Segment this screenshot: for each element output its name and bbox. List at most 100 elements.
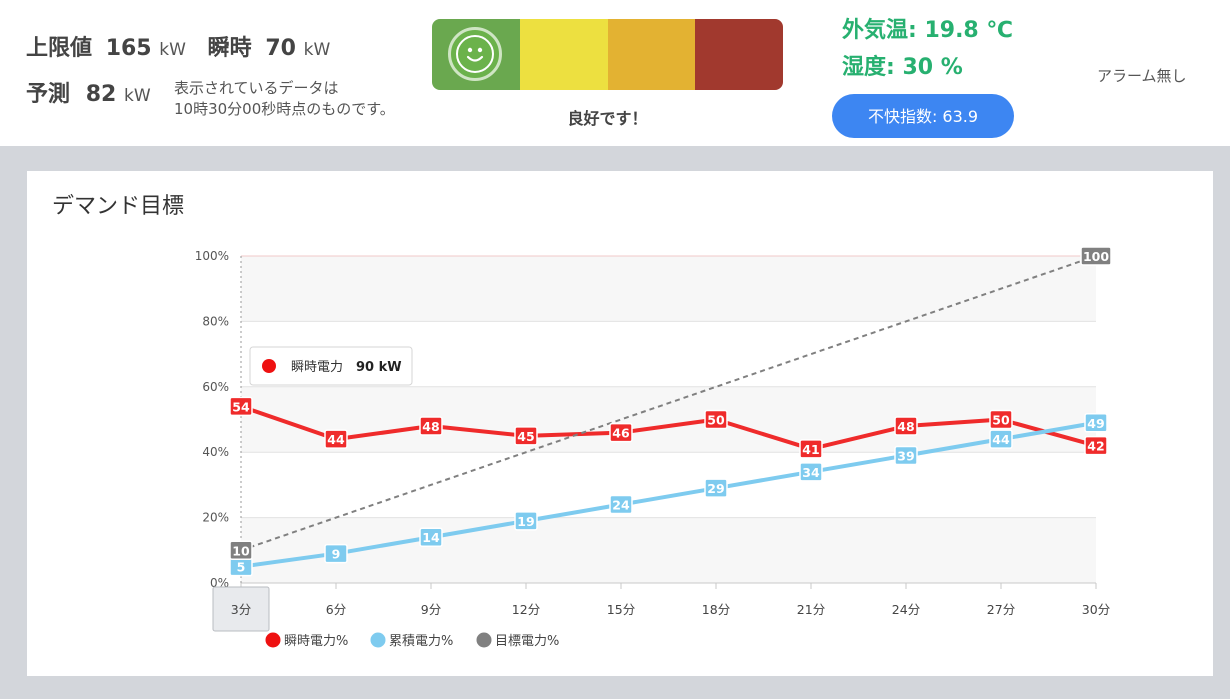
x-tick-label: 30分 (1082, 602, 1110, 617)
series-line-1 (240, 420, 1097, 569)
meter-segment-good (432, 19, 520, 90)
tooltip-label: 瞬時電力 (291, 360, 343, 375)
hover-tooltip: 瞬時電力 90 kW (249, 346, 413, 386)
data-label: 44 (989, 429, 1013, 449)
data-label: 45 (514, 426, 538, 446)
forecast-value: 82 (85, 82, 117, 107)
data-label: 48 (894, 416, 918, 436)
data-label-box (229, 396, 253, 417)
data-label: 29 (704, 478, 728, 498)
data-label-text: 54 (232, 399, 250, 414)
smiley-face-icon (448, 27, 502, 81)
data-label: 39 (894, 445, 918, 466)
data-label: 44 (324, 429, 348, 449)
data-label-text: 44 (992, 432, 1010, 447)
x-tick-label: 15分 (607, 602, 635, 617)
legend-label: 累積電力% (389, 634, 453, 649)
forecast-unit: kW (123, 86, 151, 106)
data-label: 5 (229, 556, 253, 577)
meter-segment-warning (607, 19, 696, 90)
comfort-meter (432, 19, 783, 90)
data-label-text: 19 (517, 514, 534, 529)
data-label: 50 (704, 409, 728, 430)
data-label-box (609, 494, 633, 515)
note-line-1: 表示されているデータは (174, 79, 339, 97)
data-label-box (704, 409, 728, 430)
x-tick-label: 24分 (892, 602, 920, 617)
data-label: 100 (1080, 246, 1112, 266)
forecast-readout: 予測 82 kW (26, 76, 151, 108)
data-label: 42 (1084, 435, 1108, 456)
data-label-box (989, 409, 1013, 430)
instant-unit: kW (303, 40, 331, 60)
data-label: 41 (799, 439, 823, 459)
data-label-text: 49 (1087, 416, 1104, 431)
data-label: 9 (324, 543, 348, 564)
legend-label: 目標電力% (495, 634, 559, 649)
data-label-text: 42 (1087, 439, 1104, 454)
meter-status-text: 良好です！ (567, 109, 648, 128)
data-label-box (324, 429, 348, 449)
legend-marker (265, 632, 281, 648)
data-label-text: 100 (1083, 249, 1109, 264)
humidity: 湿度: 30 % (842, 55, 963, 80)
data-label-text: 50 (992, 413, 1010, 428)
data-label-text: 24 (612, 498, 630, 513)
data-label-text: 34 (802, 465, 820, 480)
data-label: 10 (229, 540, 253, 561)
legend-item[interactable]: 累積電力% (370, 632, 454, 650)
header-bar: 上限値 165 kW 瞬時 70 kW 予測 82 kW 表示されているデータは… (0, 0, 1230, 146)
outdoor-temperature: 外気温: 19.8 ℃ (842, 18, 1014, 43)
y-tick-label: 20% (202, 511, 229, 525)
data-label-box (894, 416, 918, 436)
limit-readout: 上限値 165 kW 瞬時 70 kW (26, 30, 330, 62)
data-label-box (894, 445, 918, 466)
data-label-box (799, 462, 823, 482)
data-label-text: 39 (897, 448, 914, 463)
legend-marker (370, 632, 386, 648)
x-tick-label: 3分 (231, 602, 251, 617)
plot-band (241, 517, 1096, 583)
data-label-box (989, 429, 1013, 449)
instant-label: 瞬時 (207, 36, 252, 61)
instant-value: 70 (265, 36, 296, 61)
discomfort-index-button[interactable]: 不快指数: 63.9 (832, 94, 1014, 138)
x-tick-label: 21分 (797, 602, 825, 617)
alarm-status: アラーム無し (1097, 67, 1187, 85)
data-label-text: 41 (802, 442, 819, 457)
panel-title: デマンド目標 (52, 194, 185, 219)
data-label-box (229, 540, 253, 561)
tooltip-box (249, 346, 413, 386)
series-line-2 (240, 255, 1097, 552)
data-label-text: 10 (232, 543, 250, 558)
x-tick-label: 12分 (512, 602, 540, 617)
legend-item[interactable]: 目標電力% (476, 632, 560, 650)
meter-segment-bad (695, 19, 783, 90)
data-label-box (419, 527, 443, 547)
tooltip-value: 90 kW (356, 360, 402, 375)
data-label-box (1080, 246, 1112, 266)
data-label: 34 (799, 462, 823, 482)
data-label-box (1084, 435, 1108, 456)
data-label-text: 14 (422, 530, 440, 545)
data-label-box (419, 416, 443, 436)
data-label-text: 46 (612, 426, 630, 441)
data-label: 49 (1084, 413, 1108, 433)
limit-unit: kW (159, 40, 186, 60)
x-tick-label: 9分 (421, 602, 441, 617)
limit-value: 165 (105, 36, 152, 61)
data-label-text: 45 (517, 429, 534, 444)
x-tick-label: 6分 (326, 602, 346, 617)
forecast-label: 予測 (26, 82, 71, 107)
data-label-box (609, 422, 633, 443)
y-tick-label: 40% (202, 445, 229, 459)
limit-label: 上限値 (26, 36, 93, 61)
legend-item[interactable]: 瞬時電力% (265, 632, 349, 650)
data-label-text: 48 (422, 419, 439, 434)
data-label-box (704, 478, 728, 498)
data-label-text: 48 (897, 419, 914, 434)
data-label: 46 (609, 422, 633, 443)
data-label-box (1084, 413, 1108, 433)
data-label-text: 50 (707, 413, 725, 428)
